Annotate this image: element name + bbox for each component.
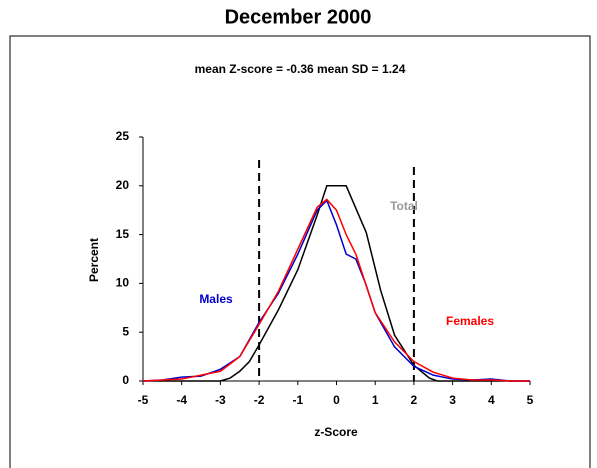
chart-subtitle: mean Z-score = -0.36 mean SD = 1.24 xyxy=(195,62,406,76)
y-tick-label: 10 xyxy=(116,276,130,290)
x-tick-label: -1 xyxy=(292,393,303,407)
y-tick-label: 5 xyxy=(122,324,129,338)
y-axis-label: Percent xyxy=(87,238,101,282)
y-tick-label: 0 xyxy=(122,373,129,387)
x-tick-label: -4 xyxy=(176,393,187,407)
frame xyxy=(9,35,591,468)
series-line xyxy=(142,198,530,382)
series-line xyxy=(142,199,530,382)
chart-title: December 2000 xyxy=(225,6,372,28)
x-tick-label: 1 xyxy=(372,393,379,407)
series-label: Total xyxy=(390,199,418,213)
x-tick-label: 4 xyxy=(488,393,495,407)
x-tick-label: 2 xyxy=(411,393,418,407)
x-tick-label: -3 xyxy=(215,393,226,407)
x-tick-label: 5 xyxy=(527,393,534,407)
y-tick-label: 25 xyxy=(116,129,130,143)
x-axis-label: z-Score xyxy=(314,425,358,439)
series-label: Males xyxy=(199,292,233,306)
x-tick-label: 0 xyxy=(333,393,340,407)
series-line xyxy=(143,185,530,382)
x-tick-label: -5 xyxy=(138,393,149,407)
y-tick-label: 15 xyxy=(116,227,130,241)
x-tick-label: -2 xyxy=(254,393,265,407)
series-label: Females xyxy=(446,314,494,328)
y-tick-label: 20 xyxy=(116,178,130,192)
x-tick-label: 3 xyxy=(449,393,456,407)
